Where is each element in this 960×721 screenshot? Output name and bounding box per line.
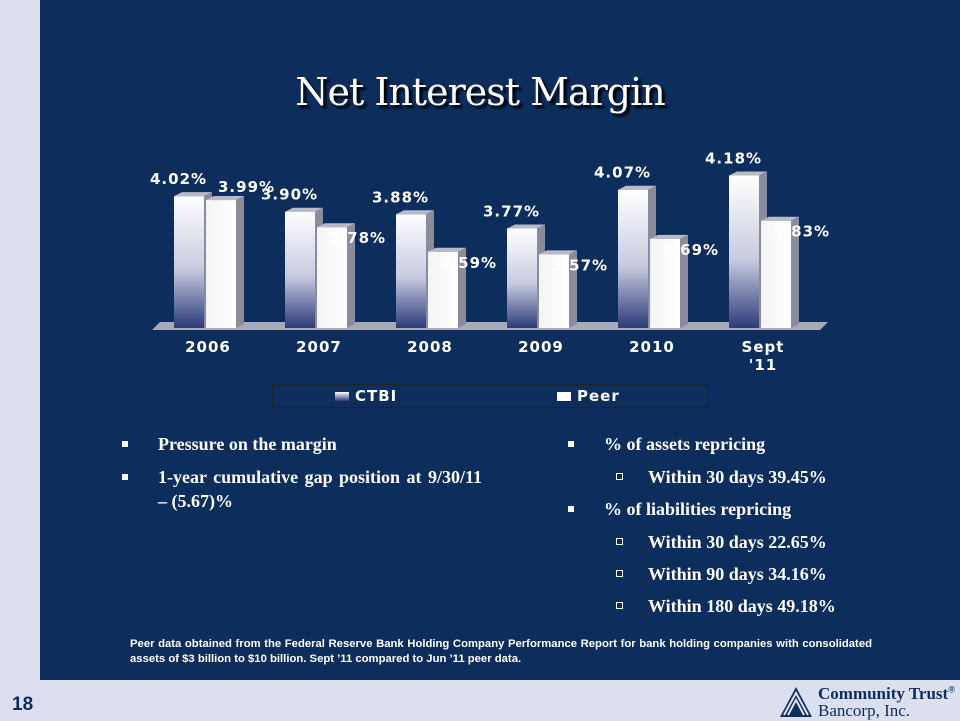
- bar-chart: 4.02% 3.99% 2006 3.90% 3.78% 2007 3.88% 3.59% 20…: [150, 150, 830, 374]
- bar-side-peer: [236, 196, 244, 328]
- bar-side-peer: [680, 234, 688, 328]
- bar-ctbi: [618, 189, 648, 328]
- footnote: Peer data obtained from the Federal Rese…: [130, 638, 872, 665]
- bar-ctbi: [285, 211, 315, 328]
- chart-legend: CTBI Peer: [272, 384, 708, 408]
- bullet-text: Pressure on the margin: [158, 434, 337, 454]
- legend-label-peer: Peer: [577, 387, 620, 405]
- list-item: Pressure on the margin: [122, 432, 482, 456]
- list-item: Within 30 days 39.45%: [568, 465, 888, 489]
- bar-top-peer: [428, 247, 466, 252]
- bullet-square-icon: [568, 506, 574, 512]
- legend-item-ctbi: CTBI: [335, 387, 397, 405]
- logo-name: Community Trust: [818, 684, 949, 703]
- bar-top-ctbi: [507, 224, 545, 229]
- bar-top-peer: [317, 223, 355, 228]
- bullet-text: % of assets repricing: [604, 434, 766, 454]
- page-number: 18: [12, 694, 34, 715]
- logo-registered-mark: ®: [948, 684, 955, 695]
- bar-side-peer: [458, 247, 466, 328]
- left-bullet-list: Pressure on the margin 1-year cumulative…: [122, 432, 482, 522]
- bar-top-ctbi: [396, 210, 434, 215]
- legend-swatch-ctbi: [335, 392, 349, 401]
- right-bullet-list: % of assets repricing Within 30 days 39.…: [568, 432, 888, 626]
- category-label: 2006: [185, 338, 231, 356]
- bar-top-peer: [761, 216, 799, 221]
- bar-top-peer: [650, 234, 688, 239]
- data-label-ctbi: 3.77%: [483, 202, 540, 220]
- bar-ctbi: [174, 196, 204, 328]
- bar-peer: [317, 227, 347, 328]
- legend-swatch-peer: [557, 392, 571, 401]
- bar-ctbi: [396, 214, 426, 328]
- data-label-peer: 3.57%: [551, 256, 608, 274]
- chart-floor: [152, 322, 828, 330]
- category-label: 2007: [296, 338, 342, 356]
- company-logo: Community Trust® Bancorp, Inc.: [778, 684, 958, 720]
- bar-side-peer: [791, 216, 799, 328]
- bar-peer: [650, 238, 680, 328]
- chart-labels: 4.02% 3.99% 2006 3.90% 3.78% 2007 3.88% 3.59% 20…: [150, 150, 830, 374]
- bar-top-ctbi: [174, 192, 212, 197]
- hollow-square-bullet-icon: [616, 602, 623, 609]
- data-label-ctbi: 4.18%: [705, 150, 762, 168]
- list-item: % of assets repricing: [568, 432, 888, 456]
- hollow-square-bullet-icon: [616, 570, 623, 577]
- category-label: 2010: [629, 338, 675, 356]
- data-label-peer: 3.83%: [773, 223, 830, 241]
- bar-side-peer: [569, 250, 577, 328]
- bar-ctbi: [729, 175, 759, 328]
- slide-panel: [40, 0, 960, 680]
- data-label-ctbi: 3.90%: [261, 186, 318, 204]
- bar-top-ctbi: [618, 185, 656, 190]
- hollow-square-bullet-icon: [616, 473, 623, 480]
- chart-bars: [174, 171, 799, 328]
- bullet-text: Within 30 days 22.65%: [648, 532, 827, 552]
- data-label-peer: 3.69%: [662, 241, 719, 259]
- data-label-ctbi: 4.02%: [150, 170, 207, 188]
- bullet-text: 1-year cumulative gap position at 9/30/1…: [158, 467, 482, 511]
- bar-side-peer: [347, 223, 355, 328]
- data-label-peer: 3.59%: [440, 254, 497, 272]
- left-margin-strip: [0, 0, 40, 720]
- bar-top-peer: [206, 196, 244, 201]
- hollow-square-bullet-icon: [616, 538, 623, 545]
- list-item: 1-year cumulative gap position at 9/30/1…: [122, 465, 482, 513]
- logo-text-line2: Bancorp, Inc.: [818, 701, 911, 720]
- page-title: Net Interest Margin: [295, 70, 666, 114]
- bullet-text: Within 90 days 34.16%: [648, 564, 827, 584]
- list-item: Within 30 days 22.65%: [568, 530, 888, 554]
- data-label-peer: 3.99%: [218, 178, 275, 196]
- category-label: Sept '11: [742, 338, 785, 374]
- bullet-text: Within 30 days 39.45%: [648, 467, 827, 487]
- bar-peer: [539, 254, 569, 328]
- list-item: % of liabilities repricing: [568, 497, 888, 521]
- bullet-text: % of liabilities repricing: [604, 499, 792, 519]
- category-label: 2009: [518, 338, 564, 356]
- bullet-text: Within 180 days 49.18%: [648, 596, 836, 616]
- legend-item-peer: Peer: [557, 387, 620, 405]
- bar-ctbi: [507, 228, 537, 328]
- logo-mark-icon: [780, 687, 812, 717]
- bar-top-ctbi: [729, 171, 767, 176]
- data-label-peer: 3.78%: [329, 229, 386, 247]
- data-label-ctbi: 4.07%: [594, 164, 651, 182]
- data-label-ctbi: 3.88%: [372, 188, 429, 206]
- legend-label-ctbi: CTBI: [355, 387, 398, 405]
- bullet-square-icon: [568, 441, 574, 447]
- chart-floor-plane: [152, 322, 828, 330]
- list-item: Within 90 days 34.16%: [568, 562, 888, 586]
- bar-peer: [761, 220, 791, 328]
- category-label: 2008: [407, 338, 453, 356]
- bar-peer: [428, 251, 458, 328]
- bar-peer: [206, 200, 236, 328]
- logo-text-line1: Community Trust®: [818, 684, 955, 704]
- bar-top-peer: [539, 250, 577, 255]
- bar-top-ctbi: [285, 207, 323, 212]
- bullet-square-icon: [122, 474, 128, 480]
- bullet-square-icon: [122, 441, 128, 447]
- list-item: Within 180 days 49.18%: [568, 594, 888, 618]
